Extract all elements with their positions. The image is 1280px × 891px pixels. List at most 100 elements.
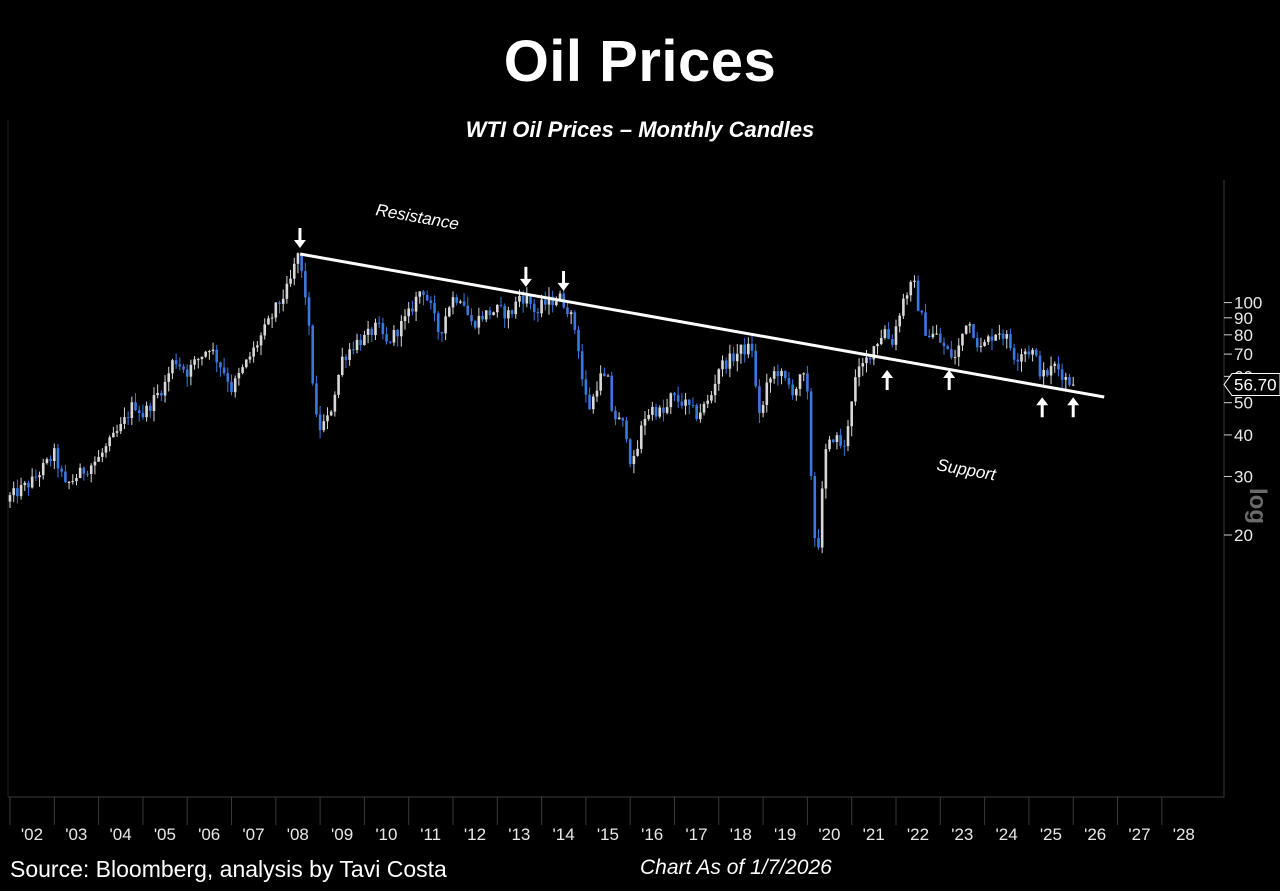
candle-body	[735, 353, 739, 362]
x-tick-label: '15	[597, 825, 619, 844]
candle-body	[459, 301, 462, 303]
candle-body	[329, 411, 333, 416]
x-tick-label: '27	[1128, 825, 1150, 844]
candle-body	[270, 317, 274, 319]
candle-body	[377, 322, 381, 324]
x-tick-label: '24	[996, 825, 1018, 844]
y-tick-label: 100	[1234, 294, 1262, 313]
candle-body	[658, 407, 662, 417]
candle-body	[352, 349, 355, 351]
candle-body	[820, 488, 824, 548]
resistance-arrow-head	[519, 278, 532, 287]
candle-body	[1034, 349, 1038, 356]
candle-body	[916, 280, 920, 311]
candle-body	[558, 293, 562, 302]
candle-body	[935, 333, 938, 335]
candle-body	[259, 335, 263, 346]
candle-body	[34, 476, 38, 478]
candle-body	[879, 337, 883, 345]
y-tick-label: 30	[1234, 467, 1253, 486]
candle-body	[1042, 370, 1045, 377]
candle-body	[566, 307, 569, 315]
resistance-label: Resistance	[374, 200, 460, 233]
candle-body	[580, 351, 584, 380]
candle-body	[16, 488, 19, 497]
candle-body	[219, 362, 222, 368]
candle-body	[86, 473, 89, 475]
candle-body	[414, 296, 418, 312]
candle-body	[104, 446, 108, 453]
candle-body	[617, 417, 621, 420]
candle-body	[403, 316, 407, 322]
candle-body	[891, 338, 894, 345]
candle-body	[902, 298, 905, 316]
candle-body	[831, 439, 835, 443]
candle-body	[152, 395, 156, 411]
candle-layer	[8, 252, 1075, 554]
candle-body	[783, 370, 787, 379]
candle-body	[141, 413, 145, 418]
candle-body	[481, 315, 484, 320]
candle-body	[1057, 363, 1060, 370]
candle-body	[355, 339, 359, 350]
candle-body	[75, 477, 78, 482]
x-tick-label: '02	[21, 825, 43, 844]
candle-body	[529, 295, 532, 304]
candle-body	[584, 379, 588, 395]
candle-body	[425, 294, 429, 301]
candle-body	[665, 407, 669, 413]
chart-subtitle: WTI Oil Prices – Monthly Candles	[465, 117, 815, 142]
candle-body	[606, 375, 610, 377]
x-tick-label: '25	[1040, 825, 1062, 844]
candle-body	[289, 278, 292, 284]
x-tick-label: '09	[331, 825, 353, 844]
candle-body	[669, 393, 673, 408]
x-tick-label: '14	[553, 825, 575, 844]
candle-body	[994, 334, 997, 341]
candle-body	[267, 318, 270, 325]
candle-body	[292, 263, 296, 279]
candle-body	[38, 475, 41, 478]
candle-body	[241, 367, 244, 374]
candle-body	[174, 360, 178, 365]
candle-body	[647, 414, 650, 419]
x-tick-label: '23	[951, 825, 973, 844]
candle-body	[230, 381, 233, 393]
candle-body	[137, 410, 141, 414]
candle-body	[927, 335, 931, 338]
candle-body	[12, 488, 15, 496]
candle-body	[326, 415, 329, 422]
candle-body	[861, 363, 865, 367]
annotation-layer: Resistance Support	[293, 200, 1105, 485]
candle-body	[226, 373, 230, 382]
candle-body	[193, 359, 196, 365]
candle-body	[27, 482, 30, 488]
candle-body	[909, 281, 913, 296]
candle-body	[710, 395, 713, 401]
candle-body	[119, 423, 123, 432]
candle-body	[381, 323, 385, 335]
x-tick-label: '07	[242, 825, 264, 844]
candle-body	[854, 377, 857, 402]
candle-body	[1001, 333, 1005, 339]
candle-body	[366, 328, 370, 335]
candle-body	[998, 333, 1001, 335]
candle-body	[466, 305, 470, 315]
source-note: Source: Bloomberg, analysis by Tavi Cost…	[10, 856, 447, 882]
candle-body	[304, 271, 307, 298]
candle-body	[418, 291, 422, 297]
candle-body	[89, 465, 93, 474]
y-tick-label: 50	[1234, 394, 1253, 413]
candle-body	[514, 301, 518, 315]
candle-body	[809, 391, 813, 477]
candle-body	[780, 370, 783, 377]
candle-body	[972, 324, 975, 338]
candle-body	[975, 337, 979, 348]
x-tick-label: '05	[154, 825, 176, 844]
candle-body	[868, 357, 872, 360]
candle-body	[477, 315, 481, 328]
candle-body	[1064, 376, 1068, 380]
candle-body	[691, 404, 695, 406]
candle-body	[802, 373, 806, 375]
